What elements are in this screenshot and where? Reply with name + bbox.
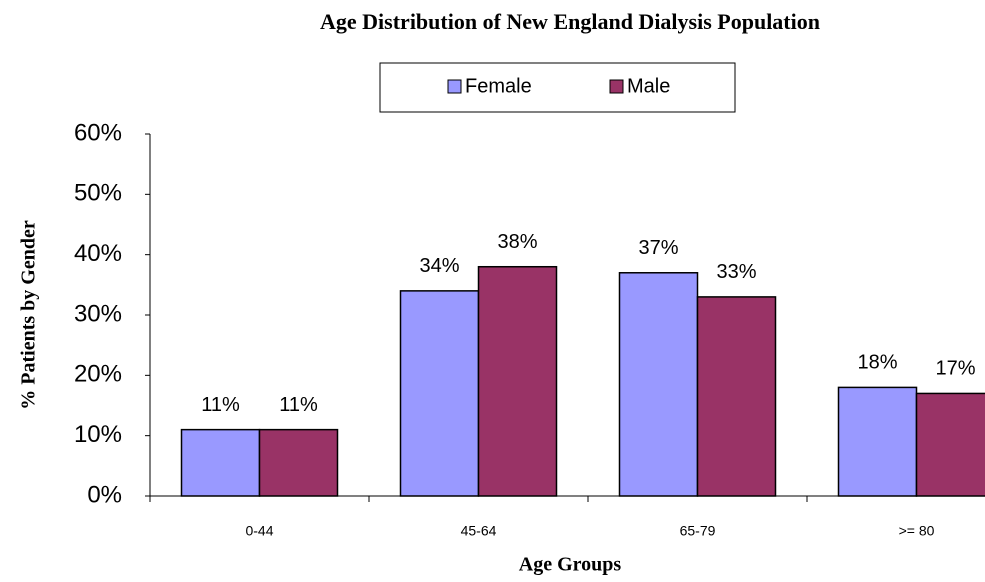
- data-label: 18%: [857, 352, 897, 374]
- x-tick-label: 45-64: [461, 523, 497, 539]
- data-label: 37%: [638, 237, 678, 259]
- data-label: 38%: [497, 231, 537, 253]
- data-label: 17%: [935, 358, 975, 380]
- bar: [477, 265, 558, 497]
- legend-swatch: [447, 79, 462, 94]
- y-tick-label: 60%: [74, 119, 122, 146]
- bar: [837, 386, 918, 497]
- legend-swatch: [609, 79, 624, 94]
- x-tick-label: 0-44: [245, 523, 273, 539]
- bar: [915, 392, 985, 497]
- chart-title: Age Distribution of New England Dialysis…: [320, 9, 820, 34]
- bar: [696, 296, 777, 497]
- data-label: 33%: [716, 261, 756, 283]
- y-tick-label: 40%: [74, 240, 122, 267]
- bar: [399, 290, 480, 497]
- bar: [258, 428, 339, 497]
- y-axis-title: % Patients by Gender: [18, 220, 40, 410]
- data-label: 11%: [279, 394, 318, 416]
- legend-label: Female: [465, 75, 532, 97]
- data-label: 34%: [419, 255, 459, 277]
- data-label: 11%: [201, 394, 240, 416]
- x-tick-label: 65-79: [680, 523, 716, 539]
- y-tick-label: 10%: [74, 421, 122, 448]
- x-axis-title: Age Groups: [519, 554, 622, 576]
- bar: [180, 428, 261, 497]
- y-tick-label: 0%: [87, 481, 122, 508]
- bar: [618, 272, 699, 497]
- y-tick-label: 50%: [74, 180, 122, 207]
- y-tick-label: 20%: [74, 361, 122, 388]
- legend-box: [379, 62, 736, 113]
- x-tick-label: >= 80: [899, 523, 935, 539]
- legend-label: Male: [627, 75, 670, 97]
- y-tick-label: 30%: [74, 300, 122, 327]
